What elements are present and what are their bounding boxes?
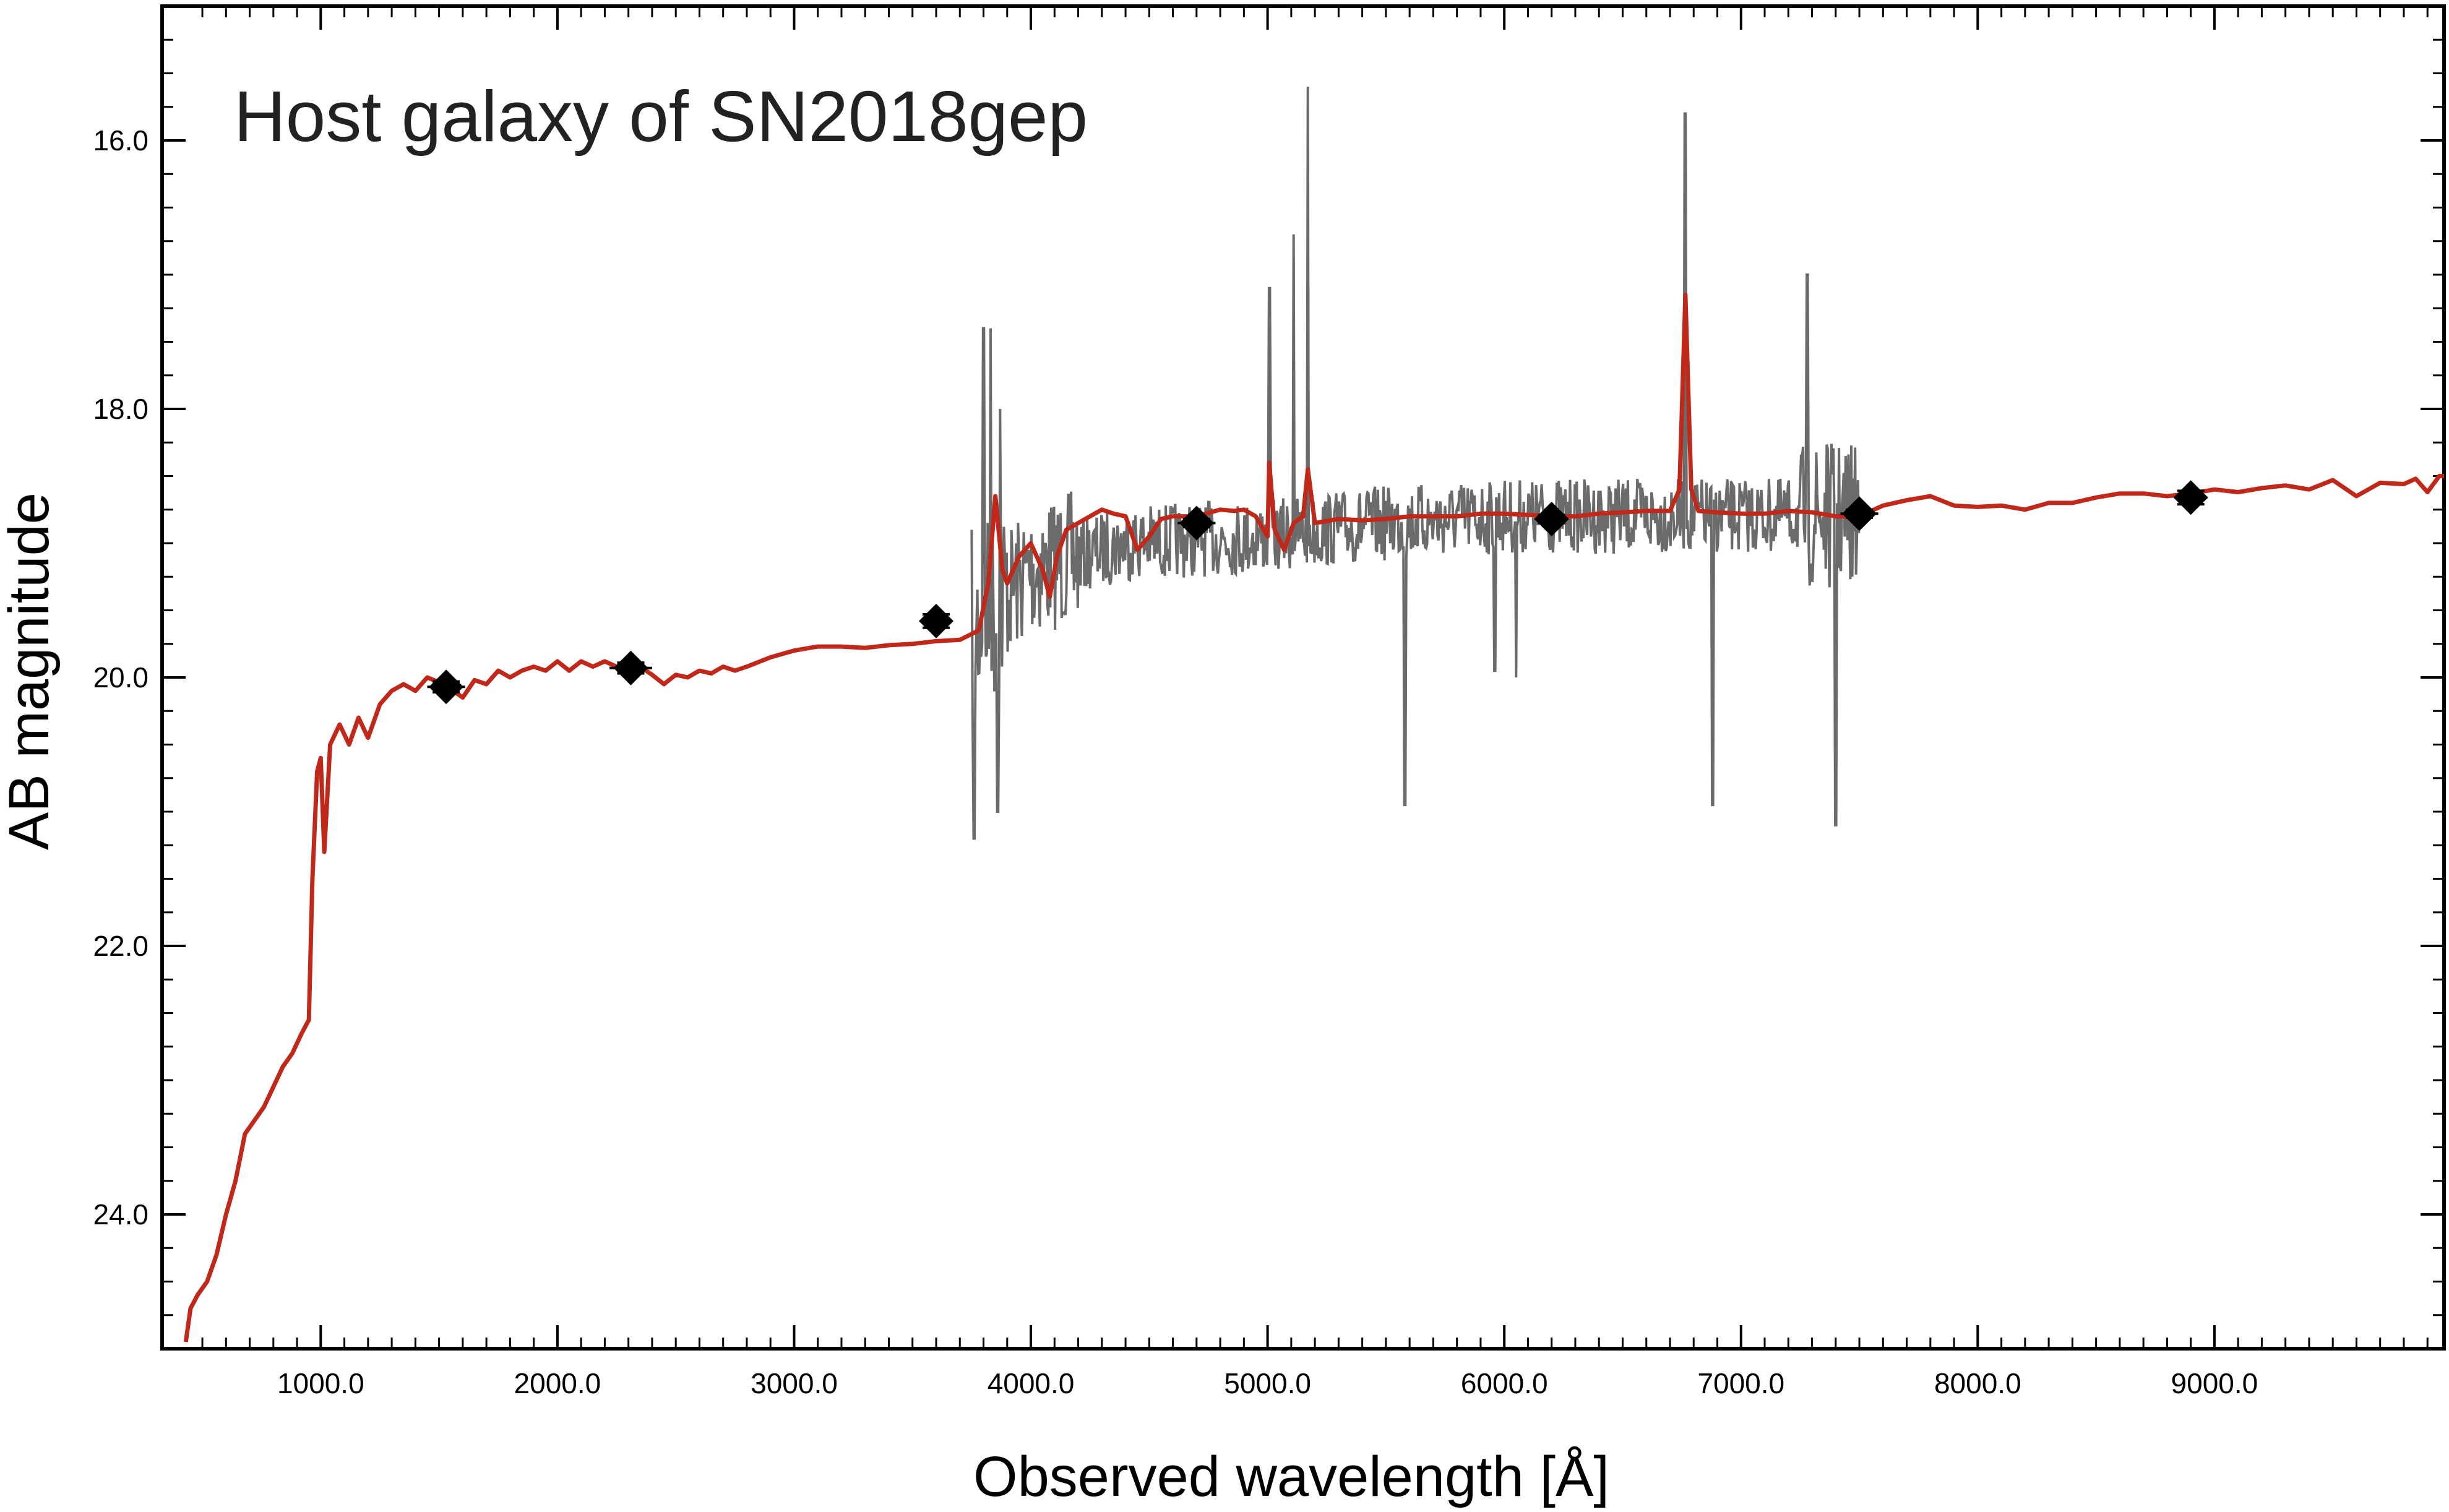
x-tick-label: 8000.0: [1934, 1367, 2021, 1399]
y-tick-label: 24.0: [93, 1198, 148, 1231]
x-tick-label: 7000.0: [1697, 1367, 1784, 1399]
sed-model-line: [183, 293, 2444, 1342]
photometry-point: [1534, 501, 1569, 536]
plot-area: [183, 87, 2444, 1342]
photometry-diamond: [1179, 505, 1214, 541]
x-tick-label: 9000.0: [2171, 1367, 2258, 1399]
plot-frame: [160, 4, 2446, 1351]
plot-clip-group: [183, 87, 2444, 1342]
y-axis-title: AB magnitude: [0, 492, 61, 850]
photometry-point: [609, 650, 652, 685]
y-tick-label: 16.0: [93, 124, 148, 157]
y-tick-label: 18.0: [93, 393, 148, 425]
photometry-point: [919, 603, 954, 638]
photometry-diamond: [2173, 480, 2208, 515]
x-tick-label: 5000.0: [1224, 1367, 1311, 1399]
x-tick-label: 4000.0: [988, 1367, 1075, 1399]
photometry-diamond: [613, 650, 648, 685]
photometry-point: [2173, 480, 2208, 515]
x-tick-label: 1000.0: [277, 1367, 364, 1399]
photometry-point: [427, 669, 465, 705]
photometry-point: [1177, 505, 1216, 541]
y-tick-label: 20.0: [93, 661, 148, 694]
chart-title: Host galaxy of SN2018gep: [234, 76, 1088, 157]
axis-ticks: [162, 5, 2444, 1350]
photometry-diamond: [1842, 496, 1877, 531]
observed-spectrum-line: [970, 87, 1861, 840]
photometry-point: [1840, 496, 1879, 531]
x-tick-label: 6000.0: [1461, 1367, 1548, 1399]
photometry-diamond: [429, 669, 464, 705]
photometry-diamond: [1534, 501, 1569, 536]
x-tick-label: 2000.0: [514, 1367, 601, 1399]
photometry-diamond: [919, 603, 954, 638]
axis-tick-labels: 1000.0 2000.0 3000.0 4000.0 5000.0 6000.0 7000…: [93, 124, 2258, 1399]
x-tick-label: 3000.0: [751, 1367, 838, 1399]
x-axis-title: Observed wavelength [Å]: [973, 1445, 1609, 1508]
y-tick-label: 22.0: [93, 930, 148, 962]
